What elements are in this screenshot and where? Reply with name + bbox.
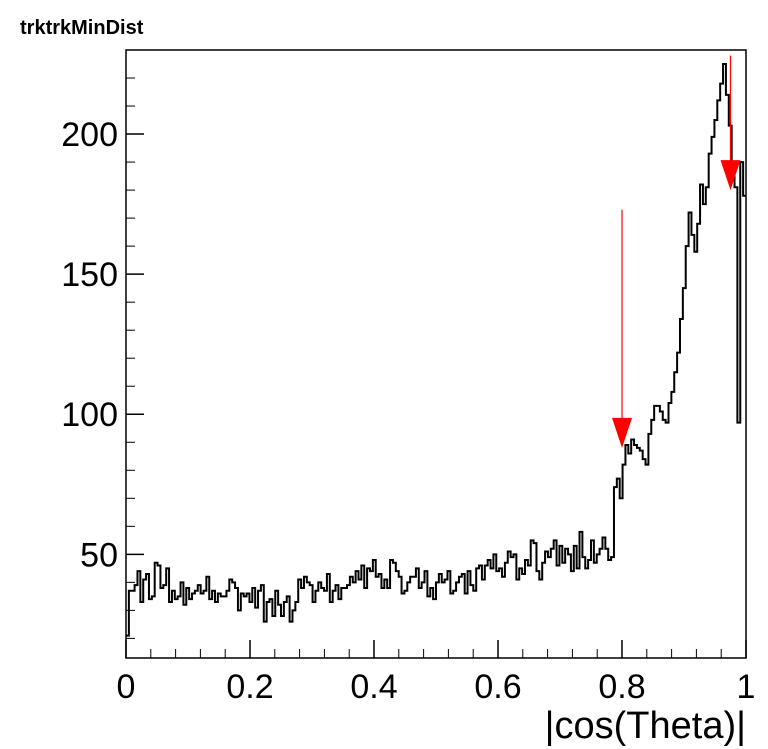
cut-marker-arrowhead <box>612 417 632 448</box>
x-tick-label: 1 <box>737 668 756 706</box>
x-tick-label: 0.4 <box>350 668 397 706</box>
y-tick-label: 100 <box>61 396 118 434</box>
histogram-series-line <box>126 63 746 637</box>
x-axis-label: |cos(Theta)| <box>545 705 746 747</box>
x-tick-label: 0 <box>117 668 136 706</box>
y-tick-label: 200 <box>61 116 118 154</box>
chart-title: trktrkMinDist <box>20 17 144 39</box>
x-tick-label: 0.6 <box>474 668 521 706</box>
x-tick-label: 0.8 <box>598 668 645 706</box>
cut-marker-arrowhead <box>720 160 741 191</box>
cut-markers <box>612 55 741 448</box>
plot-frame <box>125 49 747 659</box>
x-tick-label: 0.2 <box>226 668 273 706</box>
y-axis: 50 100 150 200 <box>61 77 144 639</box>
y-tick-label: 150 <box>61 256 118 294</box>
y-tick-label: 50 <box>80 536 118 574</box>
x-axis: 0 0.2 0.4 0.6 0.8 1 <box>117 640 756 706</box>
